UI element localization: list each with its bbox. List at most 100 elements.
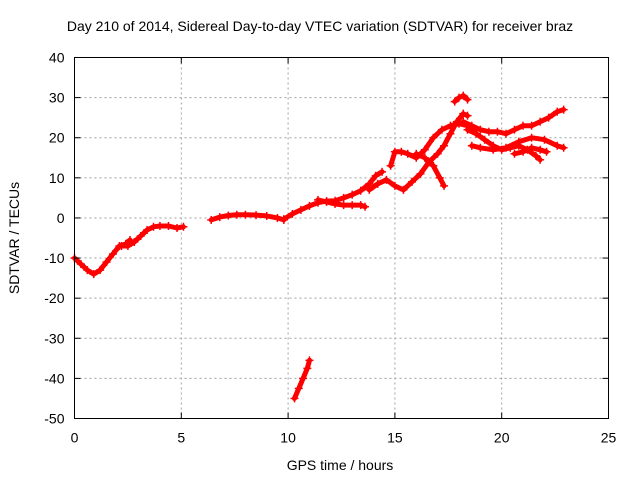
sdtvar-point xyxy=(476,125,485,134)
sdtvar-point xyxy=(303,364,312,373)
sdtvar-point xyxy=(514,137,523,146)
sdtvar-point xyxy=(489,145,498,154)
sdtvar-point xyxy=(224,211,233,220)
sdtvar-point xyxy=(331,199,340,208)
sdtvar-point xyxy=(536,145,545,154)
x-tick-label: 20 xyxy=(494,430,510,446)
y-tick-label: 30 xyxy=(49,90,65,106)
sdtvar-point xyxy=(454,119,463,128)
x-axis-label: GPS time / hours xyxy=(286,457,394,473)
sdtvar-point xyxy=(501,129,510,138)
sdtvar-point xyxy=(294,384,303,393)
sdtvar-trace-segment xyxy=(452,93,470,105)
sdtvar-point xyxy=(519,147,528,156)
sdtvar-point xyxy=(232,210,241,219)
sdtvar-trace-segment xyxy=(281,169,385,222)
sdtvar-point xyxy=(83,266,92,275)
sdtvar-point xyxy=(459,117,468,126)
axis-ticks: 0 5 10 15 20 25 -50 -40 -30 -20 -10 0 10 20 30 40 xyxy=(44,50,616,446)
sdtvar-point xyxy=(397,147,406,156)
sdtvar-point xyxy=(365,185,374,194)
sdtvar-point xyxy=(440,181,449,190)
chart-title: Day 210 of 2014, Sidereal Day-to-day VTE… xyxy=(66,18,574,34)
sdtvar-point xyxy=(403,149,412,158)
sdtvar-point xyxy=(356,201,365,210)
sdtvar-point xyxy=(463,95,472,104)
sdtvar-point xyxy=(296,205,305,214)
sdtvar-point xyxy=(454,93,463,102)
sdtvar-point xyxy=(89,270,98,279)
y-tick-label: -30 xyxy=(44,330,64,346)
sdtvar-point xyxy=(378,167,387,176)
sdtvar-point xyxy=(399,185,408,194)
sdtvar-point xyxy=(467,121,476,130)
sdtvar-point xyxy=(519,121,528,130)
sdtvar-point xyxy=(373,179,382,188)
y-tick-label: 0 xyxy=(57,210,65,226)
sdtvar-point xyxy=(164,221,173,230)
sdtvar-point xyxy=(429,161,438,170)
sdtvar-point xyxy=(339,201,348,210)
sdtvar-point xyxy=(429,133,438,142)
y-tick-label: 40 xyxy=(49,50,65,66)
x-tick-label: 10 xyxy=(280,430,296,446)
sdtvar-point xyxy=(290,394,299,403)
sdtvar-point xyxy=(536,117,545,126)
sdtvar-point xyxy=(553,141,562,150)
sdtvar-point xyxy=(279,215,288,224)
sdtvar-point xyxy=(446,121,455,130)
sdtvar-point xyxy=(348,201,357,210)
sdtvar-point xyxy=(143,225,152,234)
sdtvar-point xyxy=(412,149,421,158)
sdtvar-point xyxy=(416,169,425,178)
sdtvar-point xyxy=(435,173,444,182)
sdtvar-point xyxy=(544,113,553,122)
sdtvar-point xyxy=(476,143,485,152)
plot-frame xyxy=(74,57,609,419)
sdtvar-point xyxy=(446,129,455,138)
sdtvar-point xyxy=(215,213,224,222)
sdtvar-point xyxy=(493,127,502,136)
x-tick-label: 25 xyxy=(601,430,617,446)
sdtvar-point xyxy=(437,125,446,134)
sdtvar-point xyxy=(207,215,216,224)
sdtvar-point xyxy=(173,223,182,232)
sdtvar-point xyxy=(371,171,380,180)
sdtvar-point xyxy=(314,195,323,204)
sdtvar-point xyxy=(305,356,314,365)
sdtvar-point xyxy=(348,190,357,199)
sdtvar-point xyxy=(527,133,536,142)
sdtvar-point xyxy=(484,127,493,136)
sdtvar-point xyxy=(440,141,449,150)
sdtvar-point xyxy=(463,111,472,120)
sdtvar-point xyxy=(420,153,429,162)
sdtvar-point xyxy=(463,125,472,134)
sdtvar-point xyxy=(459,91,468,100)
sdtvar-point xyxy=(472,129,481,138)
sdtvar-point xyxy=(273,213,282,222)
sdtvar-point xyxy=(241,210,250,219)
sdtvar-point xyxy=(305,201,314,210)
grid-lines xyxy=(74,57,609,419)
sdtvar-point xyxy=(123,242,132,251)
x-tick-label: 5 xyxy=(177,430,185,446)
sdtvar-point xyxy=(510,149,519,158)
sdtvar-point xyxy=(531,151,540,160)
y-tick-label: -50 xyxy=(44,411,64,427)
sdtvar-point xyxy=(527,143,536,152)
sdtvar-point xyxy=(480,135,489,144)
x-tick-label: 0 xyxy=(71,430,79,446)
sdtvar-point xyxy=(288,209,297,218)
sdtvar-point xyxy=(420,145,429,154)
sdtvar-point xyxy=(155,221,164,230)
sdtvar-point xyxy=(108,250,117,259)
sdtvar-point xyxy=(433,149,442,158)
y-tick-label: -20 xyxy=(44,290,64,306)
sdtvar-point xyxy=(553,107,562,116)
sdtvar-point xyxy=(360,202,369,211)
sdtvar-point xyxy=(390,181,399,190)
sdtvar-point xyxy=(559,143,568,152)
sdtvar-point xyxy=(102,258,111,267)
sdtvar-point xyxy=(356,186,365,195)
